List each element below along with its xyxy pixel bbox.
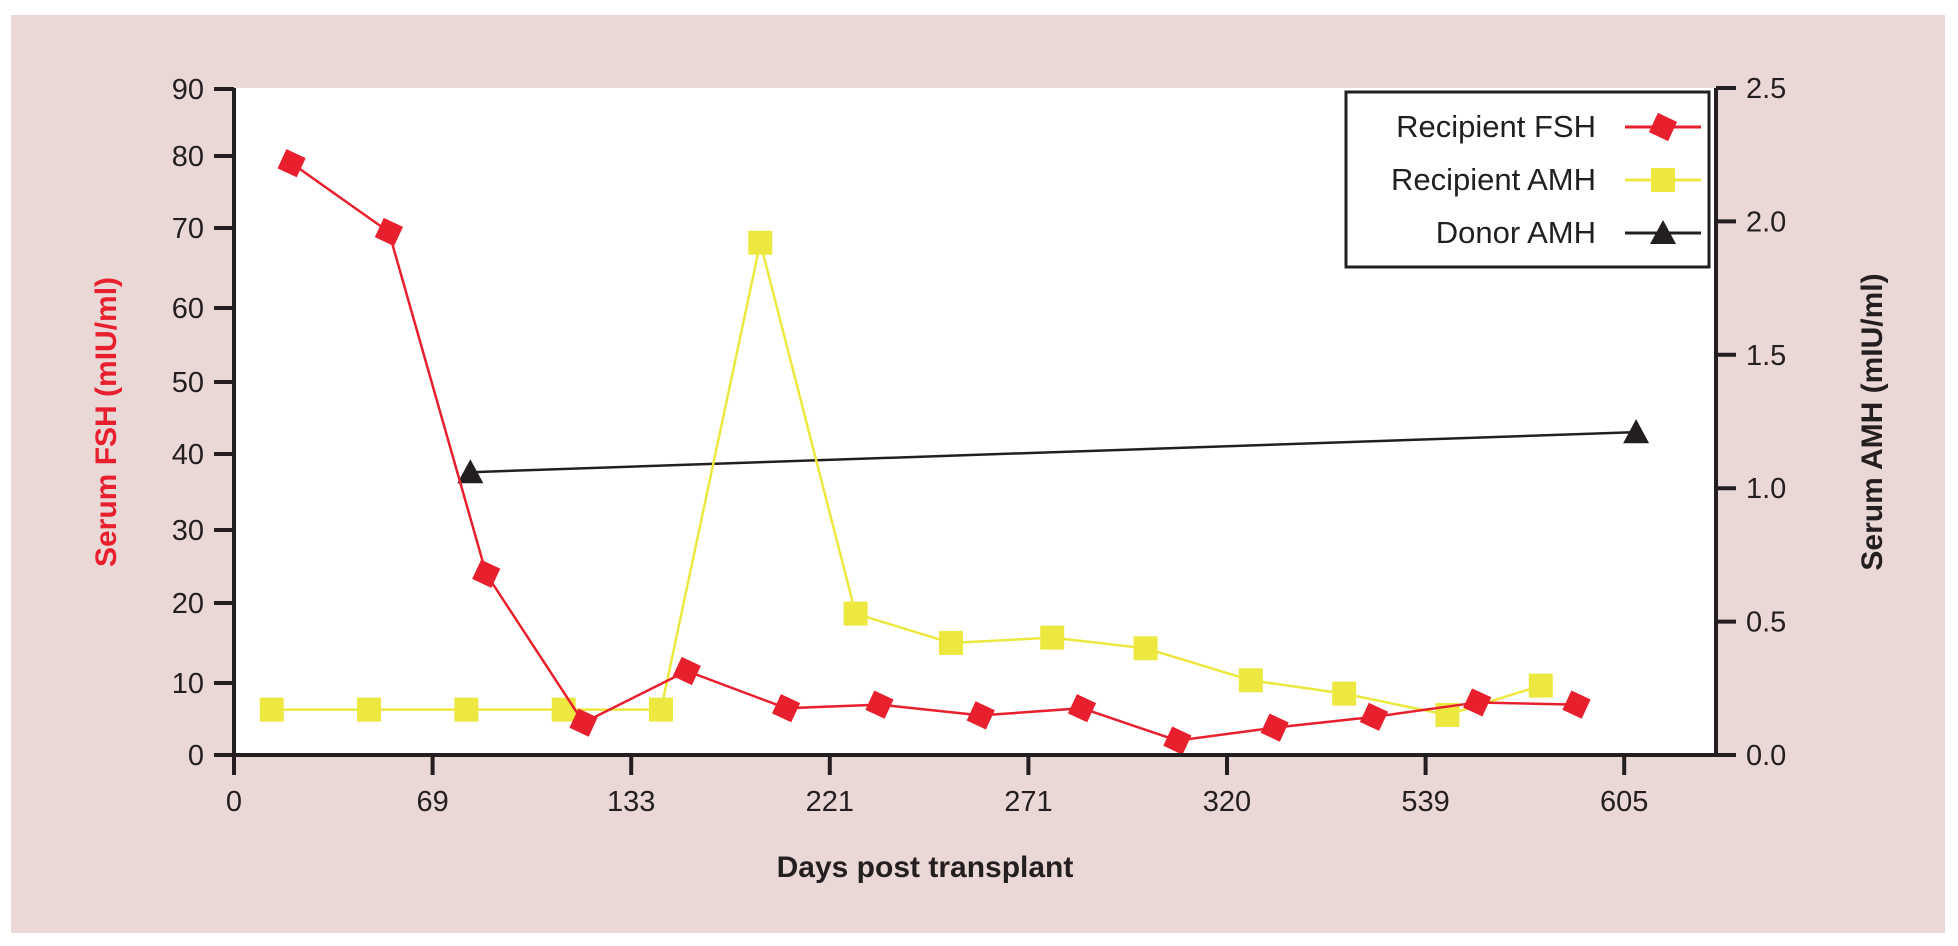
legend: Recipient FSH Recipient AMH Donor AMH [1344,90,1711,269]
y-right-tick-label: 1.5 [1746,340,1786,372]
y-left-axis-title: Serum FSH (mIU/ml) [90,277,123,567]
y-right-tick-label: 0.0 [1746,740,1786,772]
y-left-tick-label: 70 [172,213,204,245]
data-point-recipient-amh-8 [938,630,963,655]
legend-label-recipient-fsh: Recipient FSH [1396,109,1596,144]
data-point-recipient-amh-14 [1528,673,1553,698]
y-left-tick-label: 60 [172,293,204,325]
data-point-recipient-amh-7 [843,601,868,626]
x-tick-label: 0 [226,786,242,818]
x-tick-label: 605 [1600,786,1648,818]
y-left-tick-label: 40 [172,439,204,471]
y-left-tick-label: 30 [172,515,204,547]
data-point-recipient-amh-3 [454,697,479,722]
y-left-tick-label: 20 [172,588,204,620]
x-tick-label: 221 [806,786,854,818]
data-point-recipient-fsh-2 [374,217,404,247]
data-point-recipient-fsh-11 [1260,713,1289,742]
y-right-tick-label: 2.0 [1746,206,1786,238]
legend-swatches [1625,112,1701,245]
x-axis-title: Days post transplant [777,851,1074,884]
data-point-recipient-fsh-8 [966,701,995,730]
data-point-recipient-fsh-9 [1067,694,1097,723]
data-point-recipient-amh-5 [648,697,673,722]
y-left-tick-label: 80 [172,141,204,173]
data-point-recipient-amh-2 [357,697,382,722]
data-point-donor-amh-1 [457,459,484,484]
series-line-recipient-amh [271,242,1542,717]
y-left-tick-label: 90 [172,74,204,106]
data-point-donor-amh-2 [1623,419,1650,444]
data-point-recipient-fsh-1 [277,149,306,178]
data-point-recipient-amh-6 [748,230,773,255]
x-tick-label: 69 [416,786,448,818]
data-point-recipient-fsh-4 [569,708,598,737]
legend-marker-donor-amh [1650,220,1676,245]
x-tick-label: 133 [607,786,655,818]
data-point-recipient-amh-4 [551,697,576,722]
data-point-recipient-fsh-6 [772,694,801,723]
axes-layer: 0 10 20 30 40 50 60 70 80 90 0.0 0.5 1.0 1.5 2.0 2.5 0 69… [172,73,1787,818]
series-line-recipient-fsh [290,162,1577,742]
series-line-donor-amh [470,430,1637,474]
series-layer [259,149,1650,755]
data-point-recipient-fsh-10 [1163,726,1192,755]
data-point-recipient-fsh-5 [672,656,701,686]
x-tick-label: 320 [1203,786,1251,818]
data-point-recipient-fsh-3 [472,559,501,588]
data-point-recipient-amh-11 [1238,668,1263,693]
y-right-tick-label: 1.0 [1746,473,1786,505]
x-tick-label: 271 [1004,786,1052,818]
data-point-recipient-fsh-14 [1562,690,1591,719]
y-right-tick-label: 2.5 [1746,73,1786,105]
x-tick-label: 539 [1401,786,1449,818]
data-point-recipient-fsh-7 [865,690,894,719]
legend-marker-recipient-amh [1651,168,1675,192]
y-right-axis-title: Serum AMH (mIU/ml) [1856,273,1889,570]
y-right-tick-label: 0.5 [1746,607,1786,639]
legend-label-recipient-amh: Recipient AMH [1391,162,1596,197]
data-point-recipient-fsh-13 [1463,688,1492,717]
y-left-tick-label: 0 [188,740,204,772]
data-point-recipient-amh-12 [1332,681,1357,706]
y-left-tick-label: 10 [172,668,204,700]
data-point-recipient-amh-1 [259,697,284,722]
legend-label-donor-amh: Donor AMH [1436,215,1596,250]
y-left-tick-label: 50 [172,367,204,399]
data-point-recipient-fsh-12 [1359,702,1389,731]
data-point-recipient-amh-10 [1133,636,1158,661]
data-point-recipient-amh-9 [1040,625,1065,650]
legend-marker-recipient-fsh [1648,112,1678,142]
